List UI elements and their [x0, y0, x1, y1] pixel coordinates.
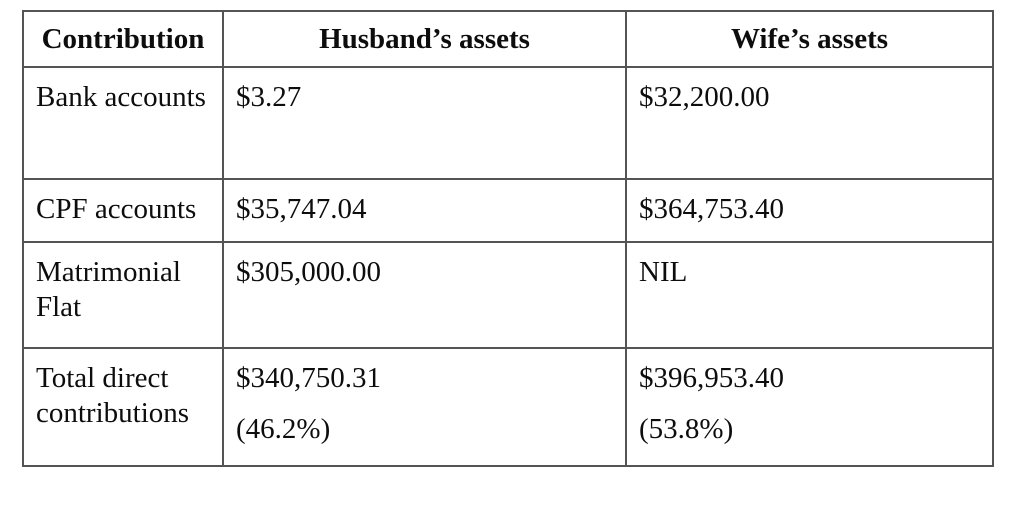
- cell-flat-husband: $305,000.00: [222, 241, 627, 349]
- row-label-total-contributions: Total direct contributions: [22, 347, 224, 467]
- table-header-row: Contribution Husband’s assets Wife’s ass…: [22, 10, 994, 68]
- row-label-cpf-accounts: CPF accounts: [22, 178, 224, 243]
- row-label-bank-accounts: Bank accounts: [22, 66, 224, 180]
- row-label-matrimonial-flat: Matrimonial Flat: [22, 241, 224, 349]
- cell-bank-wife: $32,200.00: [625, 66, 994, 180]
- total-wife-percent: (53.8%): [639, 412, 734, 445]
- cell-cpf-wife: $364,753.40: [625, 178, 994, 243]
- table-row-matrimonial-flat: Matrimonial Flat $305,000.00 NIL: [22, 241, 994, 349]
- header-wife-assets: Wife’s assets: [625, 10, 994, 68]
- header-contribution: Contribution: [22, 10, 224, 68]
- total-wife-amount: $396,953.40: [639, 362, 784, 394]
- total-husband-amount: $340,750.31: [236, 362, 381, 394]
- total-husband-percent: (46.2%): [236, 412, 331, 445]
- header-husband-assets: Husband’s assets: [222, 10, 627, 68]
- table-row-bank-accounts: Bank accounts $3.27 $32,200.00: [22, 66, 994, 180]
- contributions-table: Contribution Husband’s assets Wife’s ass…: [22, 10, 994, 467]
- cell-total-wife: $396,953.40 (53.8%): [625, 347, 994, 467]
- cell-bank-husband: $3.27: [222, 66, 627, 180]
- cell-cpf-husband: $35,747.04: [222, 178, 627, 243]
- cell-total-husband: $340,750.31 (46.2%): [222, 347, 627, 467]
- table-row-total-contributions: Total direct contributions $340,750.31 (…: [22, 347, 994, 467]
- table-row-cpf-accounts: CPF accounts $35,747.04 $364,753.40: [22, 178, 994, 243]
- cell-flat-wife: NIL: [625, 241, 994, 349]
